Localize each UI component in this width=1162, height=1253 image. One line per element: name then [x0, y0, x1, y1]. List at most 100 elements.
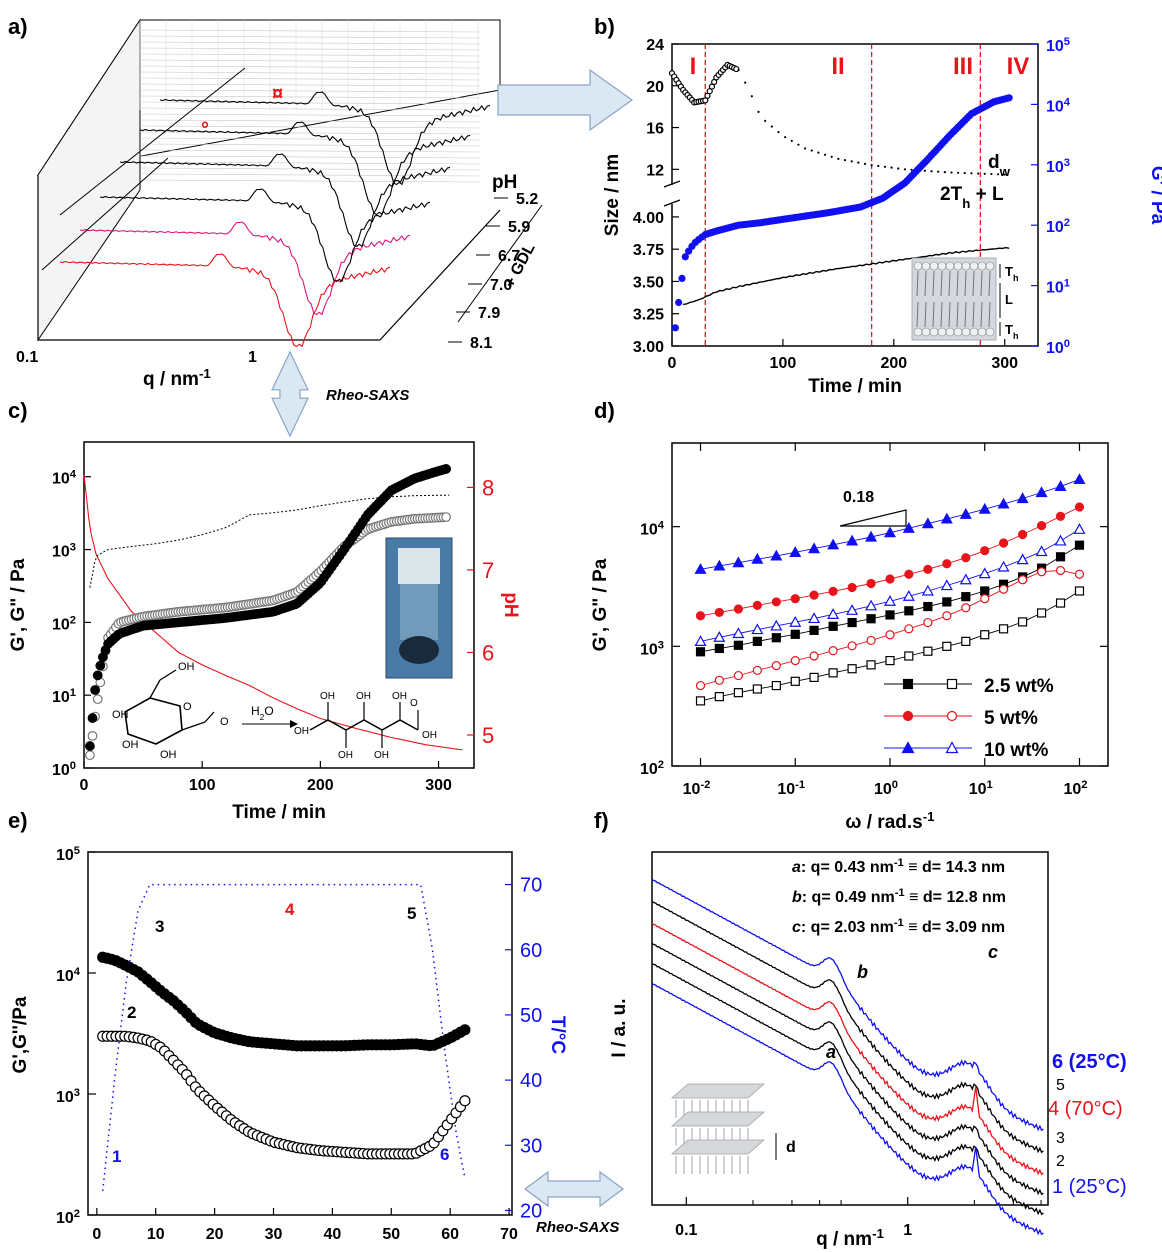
panel-b-break-mark	[663, 199, 681, 207]
panel-d-point	[1016, 553, 1029, 565]
panel-e-step-label: 6	[440, 1145, 449, 1164]
panel-d-point	[771, 597, 781, 607]
panel-b-y2-tick-label: 100	[1046, 338, 1070, 357]
panel-c-gprime-point	[92, 670, 103, 681]
panel-e-label: e)	[8, 808, 28, 833]
panel-d-point	[998, 624, 1009, 634]
panel-d-point	[923, 646, 933, 656]
arrow-rheo-saxs-1	[271, 350, 309, 438]
panel-a-ph-label: 5.9	[508, 219, 530, 236]
panel-c-y2-tick-label: 6	[482, 640, 494, 665]
panel-d-point	[980, 594, 990, 604]
panel-d-point	[961, 553, 971, 563]
arrow-rheo-saxs-2	[523, 1170, 625, 1208]
panel-d-point	[733, 670, 743, 681]
panel-b-bilayer-head	[937, 261, 947, 271]
panel-a-grid-line	[139, 131, 481, 135]
panel-d-legend-label: 10 wt%	[984, 740, 1049, 761]
panel-e-x-tick-label: 50	[382, 1226, 400, 1243]
panel-d-point	[790, 676, 800, 686]
panel-d-point	[752, 636, 762, 646]
panel-b-dw-point	[983, 172, 986, 175]
panel-d-point	[789, 546, 802, 557]
panel-c-gdl-bond	[181, 721, 206, 731]
panel-a-curve-5.2	[159, 91, 491, 186]
panel-d-point	[695, 611, 706, 621]
panel-b-bilayer-head	[969, 327, 979, 337]
panel-b-gprime-point	[1005, 94, 1013, 102]
panel-d-point	[714, 675, 724, 685]
panel-a-grid-line	[139, 65, 481, 69]
panel-b-dw-point	[963, 171, 966, 175]
panel-d-point	[1018, 529, 1028, 540]
panel-d-point	[846, 604, 859, 615]
panel-e-step-label: 4	[285, 900, 295, 919]
panel-a-grid-line	[139, 119, 481, 123]
panel-e-step-label: 3	[155, 917, 164, 936]
panel-b-region-label: II	[831, 53, 844, 80]
panel-d-point	[847, 664, 857, 674]
panel-d-point	[752, 684, 762, 694]
panel-a-grid-line	[139, 83, 481, 87]
panel-b-bilayer-tail	[964, 270, 967, 297]
panel-b-bilayer-head	[985, 261, 995, 271]
panel-b-dw-point	[877, 164, 880, 168]
panel-b-thickness-curve	[682, 246, 1010, 306]
panel-b-bilayer-tail	[916, 301, 919, 328]
panel-a-grid-line	[139, 167, 481, 171]
panel-d-point	[978, 502, 991, 514]
panel-e-y2-tick-label: 70	[520, 875, 542, 897]
panel-c-oh-label: OH	[178, 661, 195, 673]
panel-d-point	[980, 586, 990, 596]
panel-f-series-label: 1 (25°C)	[1052, 1176, 1127, 1198]
panel-c-y-title: G', G" / Pa	[8, 558, 29, 651]
panel-d-point	[980, 630, 990, 640]
panel-a-ph-label: 8.1	[470, 335, 492, 352]
panel-c-gdl-bond	[149, 679, 161, 699]
panel-d-point	[714, 607, 724, 618]
panel-d-legend-marker	[946, 710, 958, 722]
panel-b-dw-point	[744, 81, 747, 84]
panel-a-grid-line	[139, 149, 481, 153]
panel-b-y-tick-label: 24	[646, 37, 664, 54]
panel-c-x-tick-label: 300	[425, 777, 452, 794]
panel-d-point	[695, 696, 706, 706]
panel-f-series-label: 6 (25°C)	[1052, 1051, 1127, 1073]
panel-d-point	[1016, 492, 1029, 504]
panel-b-y-tick-label: 3.50	[633, 274, 664, 291]
panel-f-annotation: b: q= 0.49 nm-1 ≡ d= 12.8 nm	[792, 887, 1006, 906]
panel-d-point	[1055, 598, 1066, 608]
panel-a-curve-7.9	[79, 221, 411, 316]
panel-d-point	[828, 586, 838, 596]
panel-d-x-tick-label: 10-2	[683, 779, 711, 798]
panel-b-bilayer-tail	[972, 301, 975, 328]
panel-d-point	[1018, 617, 1028, 627]
panel-b-dw-point	[737, 69, 740, 72]
panel-b-dw-point	[757, 110, 760, 113]
panel-d-y-tick-label: 102	[640, 759, 664, 778]
panel-d-point	[1018, 575, 1028, 585]
panel-b-dw-point	[817, 151, 820, 154]
panel-b-y-tick-label: 3.00	[633, 339, 664, 356]
panel-d-point	[980, 546, 990, 556]
panel-b-bilayer-tail	[956, 270, 959, 297]
panel-d-point	[942, 611, 952, 621]
panel-b-bilayer-inset	[911, 257, 997, 341]
panel-d-point	[771, 633, 781, 643]
panel-c-y-tick-label: 103	[52, 542, 76, 561]
panel-d-point	[1055, 511, 1066, 521]
panel-e-step-label: 2	[127, 1003, 136, 1022]
panel-c-oh-label: OH	[374, 750, 389, 761]
panel-d-point	[752, 665, 762, 675]
panel-d-point	[790, 629, 800, 639]
panel-d-point	[790, 594, 800, 604]
panel-b-inset-th-label: Th	[1005, 322, 1019, 341]
panel-b-bilayer-head	[913, 327, 923, 337]
panel-d-point	[695, 680, 706, 691]
panel-e-x-tick-label: 0	[92, 1226, 101, 1243]
panel-b-bilayer-tail	[988, 301, 991, 328]
panel-b-dw-point	[803, 147, 807, 150]
panel-b-bilayer-tail	[932, 270, 935, 297]
panel-a-ph-label: 5.2	[516, 191, 538, 208]
